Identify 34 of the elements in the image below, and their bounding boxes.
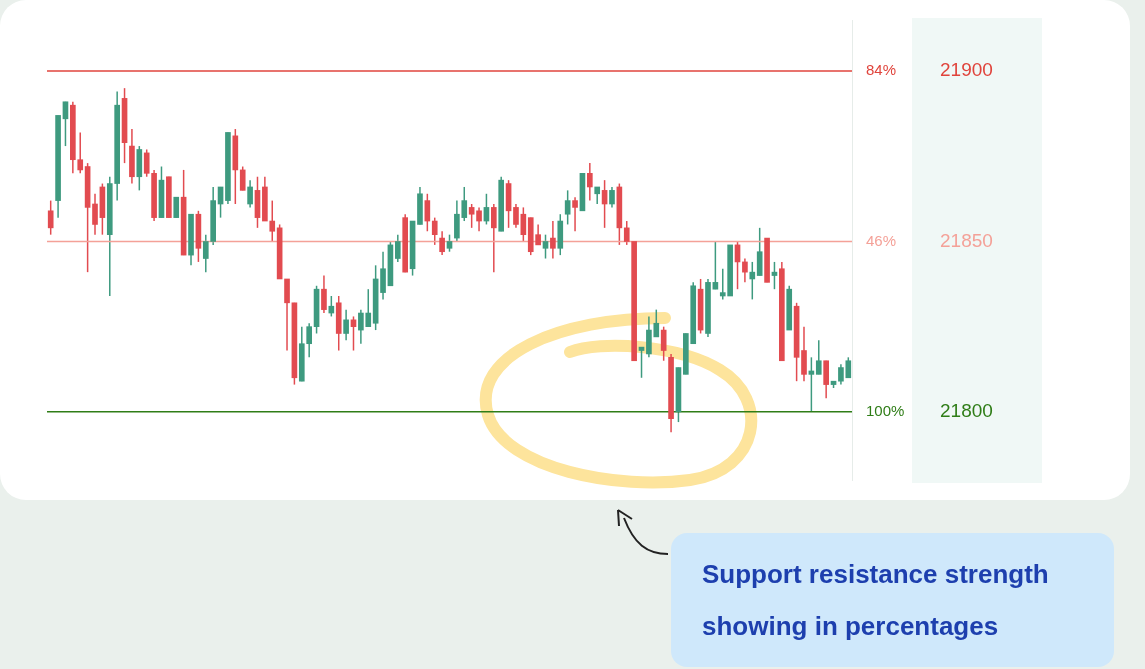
candlestick: [513, 203, 519, 229]
candlestick: [712, 240, 719, 290]
candlestick: [439, 230, 445, 256]
candlestick: [247, 179, 253, 209]
candlestick: [749, 261, 756, 301]
candlestick: [815, 339, 822, 376]
candlestick: [586, 162, 593, 202]
candlestick: [564, 189, 571, 226]
candlestick: [92, 193, 98, 236]
candlestick: [321, 274, 327, 314]
candlestick: [609, 186, 615, 209]
text: 84%: [866, 61, 897, 79]
candlestick: [343, 308, 349, 342]
candlestick: [239, 165, 246, 192]
text: 46%: [866, 231, 897, 249]
candlestick: [431, 216, 438, 246]
candlestick: [173, 196, 180, 219]
candlestick: [468, 203, 475, 229]
y-tick-label: 21850: [940, 229, 993, 251]
candlestick: [47, 199, 54, 236]
y-tick-label: 21900: [940, 59, 993, 81]
candlestick: [542, 233, 549, 260]
candlestick: [476, 206, 482, 233]
candlestick: [394, 233, 401, 263]
candlestick: [269, 199, 276, 243]
candlestick: [660, 325, 667, 362]
candlestick: [490, 203, 497, 273]
text: 100%: [866, 401, 905, 419]
text: Support resistance strength showing in percentages: [671, 533, 1114, 667]
candlestick: [550, 220, 556, 260]
y-tick-label: 21800: [940, 400, 993, 422]
candlestick: [572, 196, 578, 233]
candlestick: [742, 257, 748, 284]
candlestick: [62, 101, 69, 147]
